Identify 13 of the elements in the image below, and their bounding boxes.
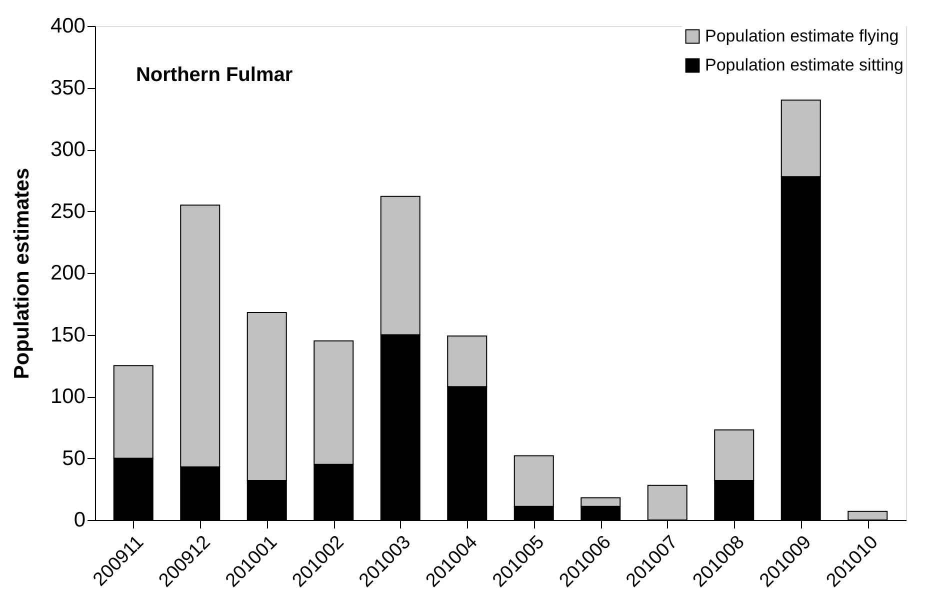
legend-label: Population estimate flying [705, 26, 899, 46]
y-tick-label: 150 [50, 323, 86, 346]
y-tick-label: 300 [50, 138, 86, 161]
y-tick-label: 350 [50, 76, 86, 100]
y-axis-title: Population estimates [10, 168, 34, 380]
legend-label: Population estimate sitting [705, 56, 904, 74]
y-tick-label: 400 [50, 14, 86, 38]
text: Northern Fulmar [136, 64, 293, 86]
y-tick-label: 0 [74, 508, 86, 532]
y-tick-label: 50 [62, 446, 86, 470]
y-tick-label: 100 [50, 385, 86, 408]
y-tick-label: 250 [50, 200, 86, 223]
y-tick-label: 200 [50, 262, 86, 284]
